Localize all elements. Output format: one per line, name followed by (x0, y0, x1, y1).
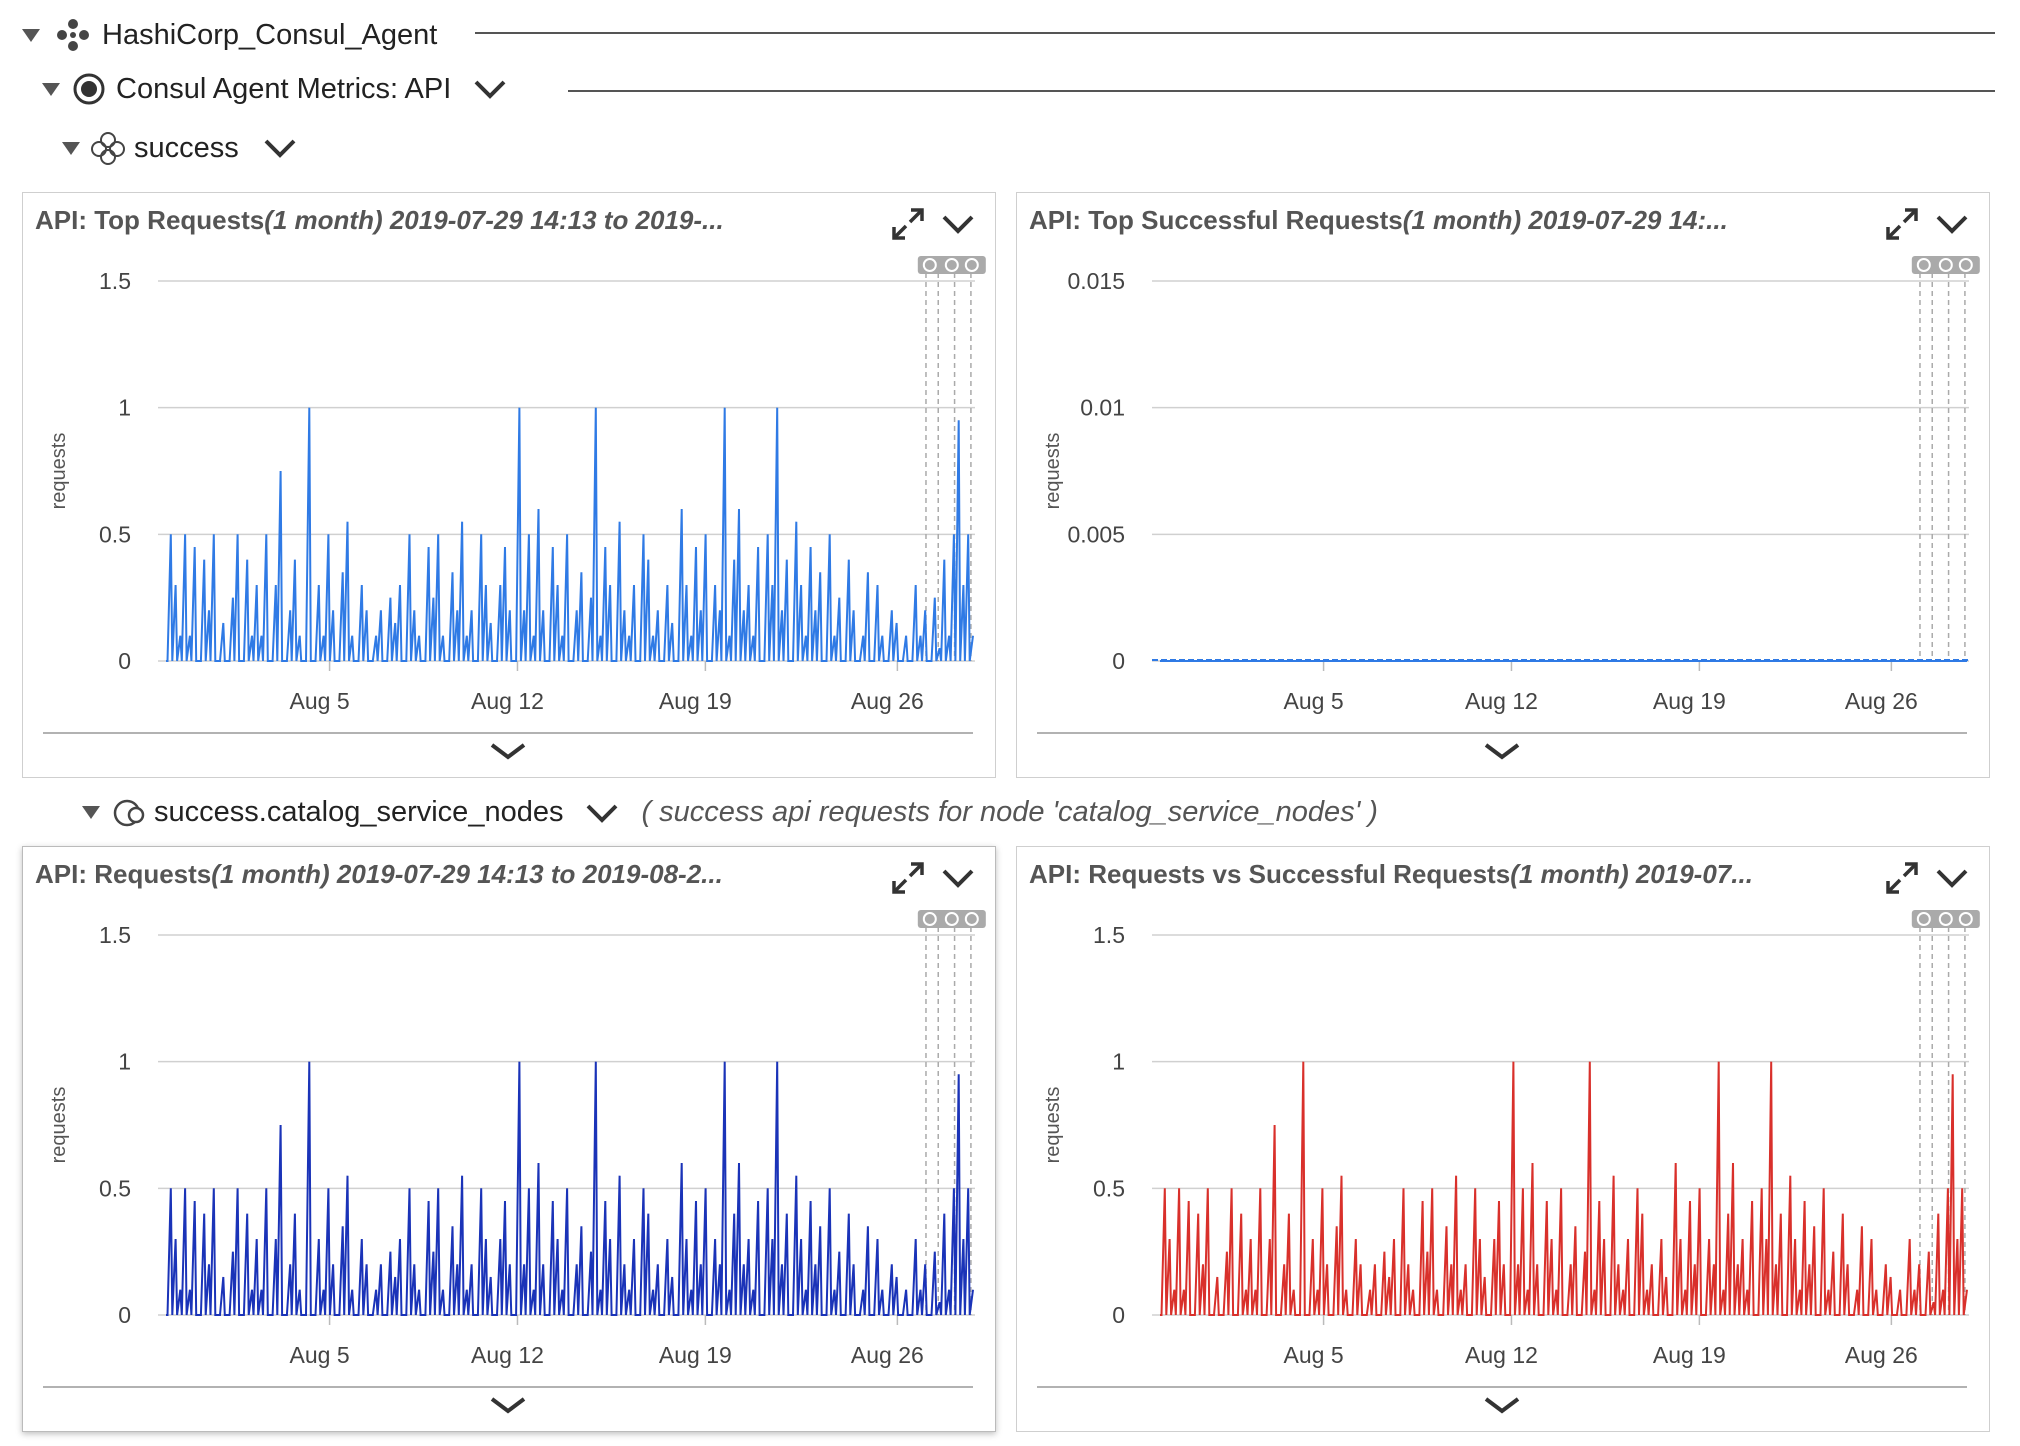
x-tick-label: Aug 12 (471, 688, 544, 714)
annotation-marker-dot (1958, 912, 1973, 926)
collapse-triangle-icon[interactable] (62, 141, 80, 155)
instance-icon (113, 799, 145, 826)
x-tick-label: Aug 26 (851, 688, 924, 714)
line-chart: 0.015 0.01 0.005 0 requests Aug 5 Aug 12 Aug 19… (1037, 256, 1980, 760)
tree-root-row: HashiCorp_Consul_Agent (22, 16, 437, 54)
chevron-down-icon[interactable] (490, 743, 526, 760)
datasource-label[interactable]: Consul Agent Metrics: API (116, 72, 452, 105)
annotation-marker-dot (964, 912, 979, 926)
expand-icon[interactable] (1885, 207, 1919, 246)
x-tick-label: Aug 19 (1653, 1342, 1726, 1368)
collapse-triangle-icon[interactable] (82, 806, 100, 819)
annotation-marker-dot (964, 258, 979, 272)
datasource-icon (73, 73, 105, 105)
tree-instance-row: success.catalog_service_nodes ( success … (82, 796, 1378, 829)
annotation-marker-dot (944, 912, 959, 926)
y-tick-label: 1.5 (1093, 922, 1125, 948)
y-axis-label: requests (1042, 1087, 1064, 1164)
instance-description: ( success api requests for node 'catalog… (641, 796, 1378, 828)
chevron-down-icon[interactable] (941, 213, 975, 240)
y-tick-label: 1 (1112, 1049, 1125, 1075)
y-tick-label: 0.5 (99, 1175, 131, 1201)
y-axis-label: requests (48, 1087, 70, 1164)
line-chart: 1.5 1 0.5 0 requests Aug 5 Aug 12 Aug 19 Aug 26 (1037, 910, 1980, 1414)
x-tick-label: Aug 19 (1653, 688, 1726, 714)
series-line (166, 1061, 974, 1316)
group-label[interactable]: success (134, 131, 239, 164)
y-tick-label: 0.01 (1080, 395, 1125, 421)
chevron-down-icon[interactable] (1935, 213, 1969, 240)
y-tick-label: 0 (1112, 1302, 1125, 1328)
y-tick-label: 0.5 (1093, 1175, 1125, 1201)
chevron-down-icon[interactable] (490, 1397, 526, 1414)
annotation-marker-dot (1916, 258, 1931, 272)
line-chart: 1.5 1 0.5 0 requests Aug 5 Aug 12 Aug 19 Aug 26 (43, 910, 986, 1414)
x-tick-label: Aug 12 (471, 1342, 544, 1368)
collapse-triangle-icon[interactable] (22, 28, 40, 42)
x-tick-label: Aug 19 (659, 688, 732, 714)
x-tick-label: Aug 5 (1284, 1342, 1344, 1368)
chevron-down-icon[interactable] (1484, 743, 1520, 760)
expand-icon[interactable] (891, 861, 925, 900)
expand-icon[interactable] (1885, 861, 1919, 900)
annotation-marker-dot (1958, 258, 1973, 272)
annotation-marker-dot (1938, 912, 1953, 926)
y-tick-label: 0 (118, 1302, 131, 1328)
expand-icon[interactable] (891, 207, 925, 246)
series-line (1160, 1061, 1968, 1316)
x-tick-label: Aug 26 (851, 1342, 924, 1368)
chevron-down-icon[interactable] (263, 137, 297, 159)
annotation-marker-dot (1916, 912, 1931, 926)
divider (568, 90, 1995, 92)
y-axis-label: requests (1042, 433, 1064, 510)
y-tick-label: 0.005 (1067, 521, 1125, 547)
chevron-down-icon[interactable] (1935, 867, 1969, 894)
chevron-down-icon[interactable] (1484, 1397, 1520, 1414)
x-tick-label: Aug 5 (290, 688, 350, 714)
series-line (166, 407, 974, 662)
y-tick-label: 1 (118, 1049, 131, 1075)
y-tick-label: 0.5 (99, 521, 131, 547)
annotation-marker-dot (944, 258, 959, 272)
instance-label[interactable]: success.catalog_service_nodes (154, 796, 564, 828)
x-tick-label: Aug 5 (1284, 688, 1344, 714)
x-tick-label: Aug 12 (1465, 688, 1538, 714)
annotation-marker-dot (1938, 258, 1953, 272)
chevron-down-icon[interactable] (473, 78, 507, 100)
x-tick-label: Aug 5 (290, 1342, 350, 1368)
cluster-icon (57, 19, 89, 51)
tree-datasource-row: Consul Agent Metrics: API (42, 72, 507, 106)
y-axis-label: requests (48, 433, 70, 510)
x-tick-label: Aug 12 (1465, 1342, 1538, 1368)
annotation-marker-dot (922, 912, 937, 926)
collapse-triangle-icon[interactable] (42, 82, 60, 96)
x-tick-label: Aug 26 (1845, 688, 1918, 714)
x-tick-label: Aug 26 (1845, 1342, 1918, 1368)
y-tick-label: 1 (118, 395, 131, 421)
y-tick-label: 0 (1112, 648, 1125, 674)
y-tick-label: 1.5 (99, 922, 131, 948)
graph-panel-top-requests: API: Top Requests(1 month) 2019-07-29 14… (22, 192, 996, 778)
tree-group-row: success (62, 131, 297, 165)
chevron-down-icon[interactable] (941, 867, 975, 894)
graph-panel-requests: API: Requests(1 month) 2019-07-29 14:13 … (22, 846, 996, 1432)
graph-panel-top-successful-requests: API: Top Successful Requests(1 month) 20… (1016, 192, 1990, 778)
divider (475, 32, 1995, 34)
x-tick-label: Aug 19 (659, 1342, 732, 1368)
chevron-down-icon[interactable] (585, 802, 619, 824)
y-tick-label: 0 (118, 648, 131, 674)
line-chart: 1.5 1 0.5 0 requests Aug 5 Aug 12 Aug 19 Aug 26 (43, 256, 986, 760)
y-tick-label: 0.015 (1067, 268, 1125, 294)
tree-root-label[interactable]: HashiCorp_Consul_Agent (102, 18, 438, 51)
instance-group-icon (91, 132, 125, 165)
annotation-marker-dot (922, 258, 937, 272)
y-tick-label: 1.5 (99, 268, 131, 294)
graph-panel-requests-vs-successful: API: Requests vs Successful Requests(1 m… (1016, 846, 1990, 1432)
